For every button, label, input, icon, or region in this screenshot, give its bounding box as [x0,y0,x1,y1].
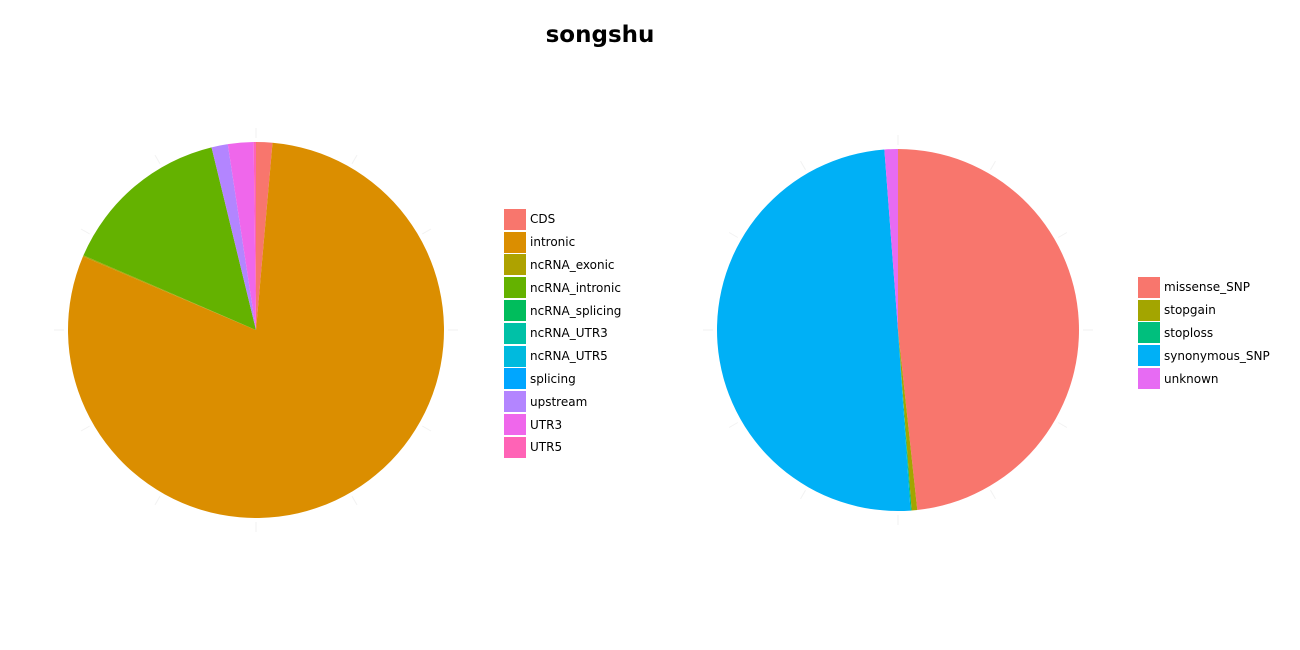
legend-swatch [504,254,526,276]
legend-swatch [504,414,526,436]
legend-label: upstream [530,394,588,409]
pie-slice-cds [256,142,273,330]
legend-item-utr3: UTR3 [504,413,621,436]
polar-grid-tick [422,228,432,235]
legend-item-cds: CDS [504,208,621,231]
polar-grid-tick [351,496,358,506]
pie-slice-missense-snp [898,149,1080,510]
legend-label: intronic [530,235,576,250]
legend-swatch [1138,276,1160,298]
legend-item-ncrna-utr3: ncRNA_UTR3 [504,322,621,345]
legend-swatch [504,345,526,367]
legend-swatch [504,368,526,390]
pie-slice-ncrna-intronic [83,147,256,330]
legend-label: ncRNA_exonic [530,257,615,272]
legend-swatch [504,322,526,344]
polar-grid-tick [351,154,358,164]
legend-swatch [1138,322,1160,344]
pie-slice-synonymous-snp [716,149,911,512]
legend-label: ncRNA_UTR5 [530,349,608,364]
legend-item-unknown: unknown [1138,367,1270,390]
polar-grid-tick [800,489,806,500]
legend-swatch [1138,368,1160,390]
pie-slice-stoploss [898,330,912,511]
polar-grid-tick [154,496,161,506]
polar-grid-tick [422,425,432,432]
legend-label: CDS [530,212,556,227]
legend-item-missense-snp: missense_SNP [1138,276,1270,299]
pie-slice-utr5 [253,142,256,330]
polar-grid-tick [800,160,806,171]
legend-swatch [1138,299,1160,321]
legend-swatch [504,208,526,230]
polar-grid-tick [990,489,996,500]
polar-grid-tick [990,160,996,171]
legend-item-ncrna-intronic: ncRNA_intronic [504,276,621,299]
legend-item-upstream: upstream [504,390,621,413]
polar-grid-tick [80,425,90,432]
legend-label: UTR3 [530,417,563,432]
legend-snp-types: missense_SNP stopgain stoploss synonymous_S… [1138,276,1270,390]
legend-item-utr5: UTR5 [504,436,621,459]
legend-swatch [504,436,526,458]
legend-item-splicing: splicing [504,368,621,391]
legend-label: synonymous_SNP [1164,348,1270,363]
legend-item-ncrna-splicing: ncRNA_splicing [504,299,621,322]
pie-slice-intronic [67,142,445,519]
legend-label: unknown [1164,371,1219,386]
legend-item-ncrna-exonic: ncRNA_exonic [504,254,621,277]
legend-item-ncrna-utr5: ncRNA_UTR5 [504,345,621,368]
legend-swatch [504,277,526,299]
pie-slice-stopgain [898,330,918,511]
polar-grid-tick [80,228,90,235]
pie-slice-ncrna-exonic [82,255,256,330]
legend-label: stopgain [1164,303,1216,318]
legend-label: splicing [530,371,576,386]
legend-swatch [504,300,526,322]
polar-grid-tick [728,232,739,238]
legend-label: UTR5 [530,440,563,455]
legend-swatch [504,391,526,413]
legend-swatch [1138,345,1160,367]
polar-grid-tick [1057,422,1068,428]
legend-label: stoploss [1164,325,1214,340]
pie-slice-unknown [884,149,898,330]
legend-item-intronic: intronic [504,231,621,254]
legend-region-types: CDS intronic ncRNA_exonic ncRNA_intronic ncR… [504,208,621,459]
legend-item-stopgain: stopgain [1138,299,1270,322]
legend-label: ncRNA_UTR3 [530,326,608,341]
legend-label: missense_SNP [1164,280,1250,295]
polar-grid-tick [1057,232,1068,238]
legend-label: ncRNA_intronic [530,280,621,295]
pie-slice-upstream [211,144,256,330]
pie-slice-utr3 [227,142,256,330]
polar-grid-tick [728,422,739,428]
pie-chart-region-types [54,128,458,532]
legend-swatch [504,231,526,253]
legend-item-stoploss: stoploss [1138,322,1270,345]
legend-item-synonymous-snp: synonymous_SNP [1138,344,1270,367]
legend-label: ncRNA_splicing [530,303,622,318]
chart-title: songshu [545,22,655,48]
pie-chart-snp-types [703,135,1093,525]
polar-grid-tick [154,154,161,164]
